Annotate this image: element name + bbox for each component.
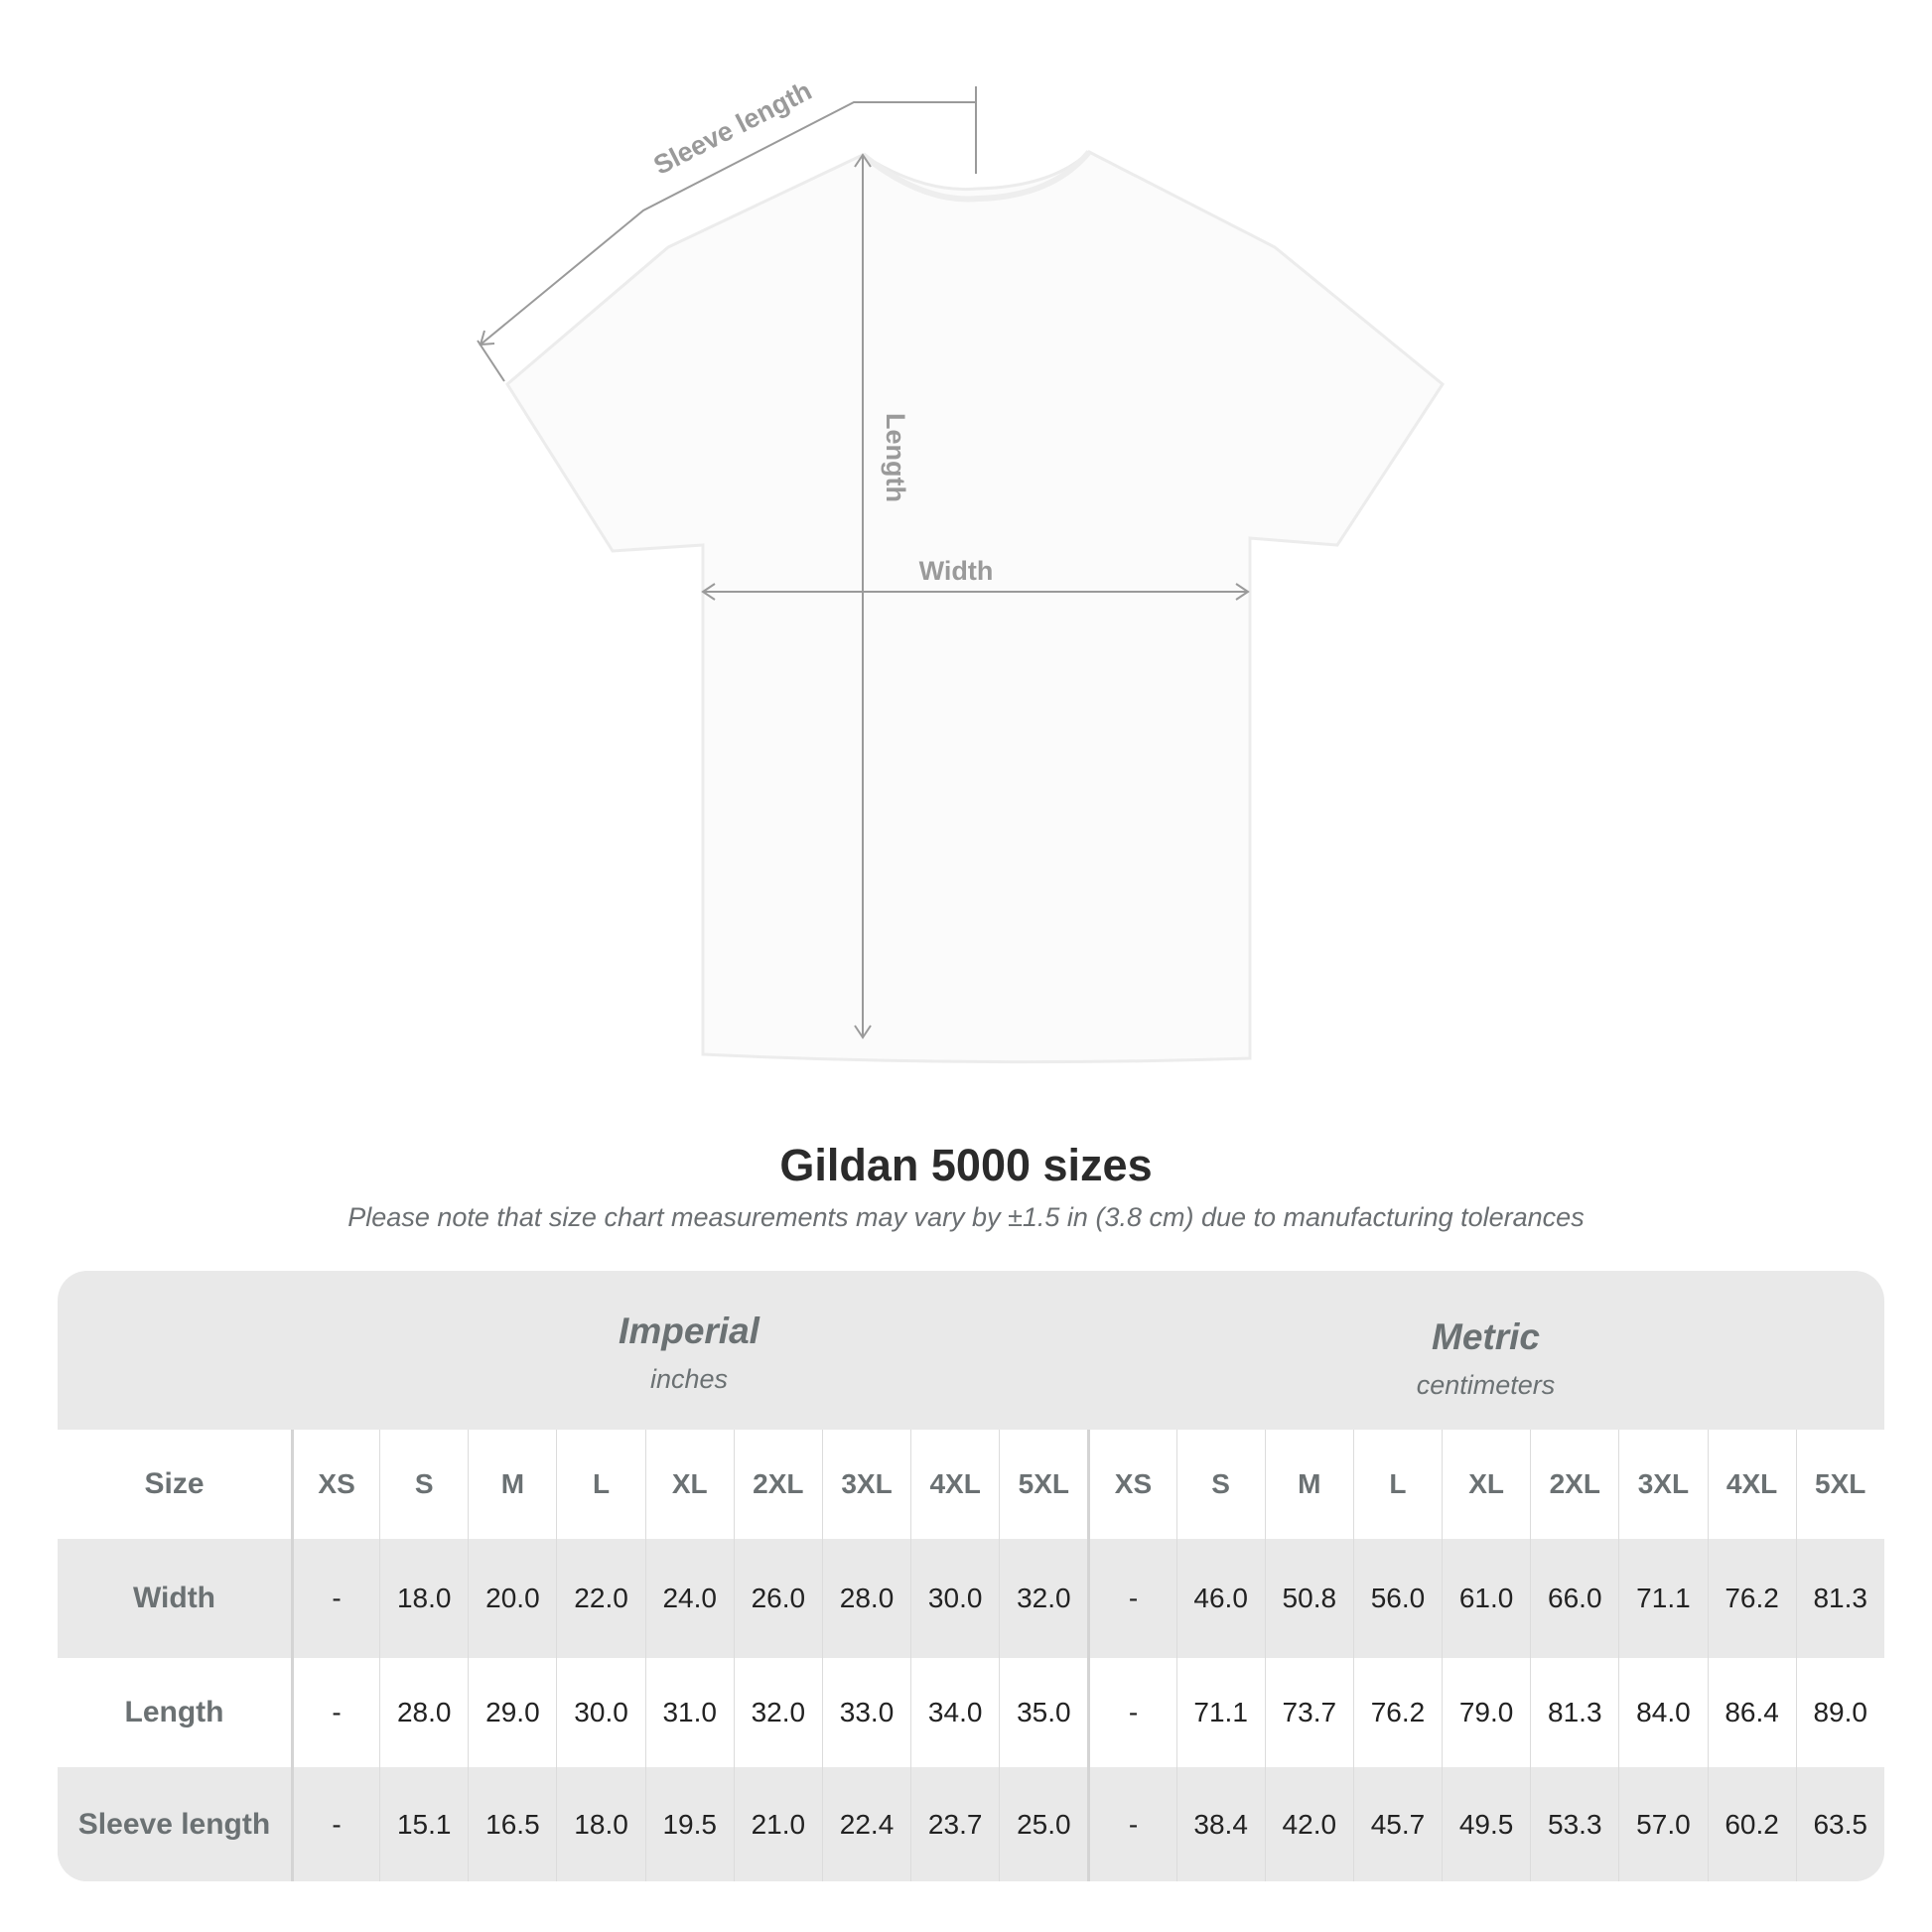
value-cell: 71.1 [1618,1539,1707,1658]
value-cell: 32.0 [733,1658,822,1767]
size-header-cell: S [379,1430,468,1539]
value-cell: 29.0 [468,1658,556,1767]
tshirt-diagram: Sleeve length Length Width [477,75,1445,1064]
value-cell: - [291,1539,379,1658]
value-cell: - [1087,1767,1175,1881]
value-cell: 15.1 [379,1767,468,1881]
value-cell: 18.0 [556,1767,644,1881]
metric-unit: centimeters [1416,1370,1556,1400]
value-cell: 38.4 [1175,1767,1265,1881]
size-header-cell: 3XL [821,1430,910,1539]
value-cell: 46.0 [1175,1539,1265,1658]
value-cell: 81.3 [1530,1658,1618,1767]
size-header-cell: 2XL [733,1430,822,1539]
value-cell: 32.0 [999,1539,1087,1658]
value-cell: 57.0 [1618,1767,1707,1881]
value-cell: 50.8 [1264,1539,1353,1658]
table-row: Width -18.0 20.0 22.0 24.0 26.0 28.0 30.0 32.0-4… [58,1539,1884,1658]
imperial-unit: inches [649,1364,729,1394]
value-cell: 89.0 [1795,1658,1884,1767]
value-cell: 30.0 [556,1658,644,1767]
value-cell: 60.2 [1707,1767,1796,1881]
size-header-cell: 5XL [1795,1430,1884,1539]
value-cell: 20.0 [468,1539,556,1658]
imperial-label: Imperial [619,1311,759,1351]
size-header-row: Size XS S M L XL 2XL 3XL 4XL 5XL XS S M L XL 2XL 3XL 4XL 5… [58,1430,1884,1539]
value-cell: 73.7 [1264,1658,1353,1767]
size-header-cell: M [1264,1430,1353,1539]
size-header-cell: 4XL [1707,1430,1796,1539]
value-cell: 42.0 [1264,1767,1353,1881]
size-header-cell: M [468,1430,556,1539]
value-cell: - [1087,1658,1175,1767]
row-label: Width [58,1539,291,1658]
measure-lines [477,86,1250,1039]
value-cell: 61.0 [1442,1539,1530,1658]
tshirt-outline [505,150,1445,1064]
row-label: Sleeve length [58,1767,291,1881]
value-cell: - [291,1767,379,1881]
size-header-cell: L [1352,1430,1442,1539]
value-cell: 18.0 [379,1539,468,1658]
value-cell: 84.0 [1618,1658,1707,1767]
value-cell: 21.0 [733,1767,822,1881]
value-cell: 66.0 [1530,1539,1618,1658]
size-header-cell: XS [291,1430,379,1539]
size-header-cell: 4XL [910,1430,999,1539]
table-row: Sleeve length -15.1 16.5 18.0 19.5 21.0 22.4 23… [58,1767,1884,1881]
row-label: Length [58,1658,291,1767]
value-cell: 53.3 [1530,1767,1618,1881]
value-cell: 76.2 [1352,1658,1442,1767]
value-cell: 34.0 [910,1658,999,1767]
value-cell: 76.2 [1707,1539,1796,1658]
value-cell: 26.0 [733,1539,822,1658]
size-header-cell: XS [1087,1430,1175,1539]
value-cell: 35.0 [999,1658,1087,1767]
value-cell: 23.7 [910,1767,999,1881]
value-cell: 28.0 [821,1539,910,1658]
size-header-cell: 5XL [999,1430,1087,1539]
value-cell: 79.0 [1442,1658,1530,1767]
chart-title: Gildan 5000 sizes [779,1140,1153,1190]
size-header-cell: XL [644,1430,734,1539]
value-cell: 28.0 [379,1658,468,1767]
size-table: Imperial inches Metric centimeters Size X… [58,1271,1884,1881]
sleeve-line [480,101,976,345]
width-label: Width [919,556,994,586]
metric-header: Metric centimeters [1087,1316,1884,1475]
value-cell: - [291,1658,379,1767]
value-cell: 31.0 [644,1658,734,1767]
value-cell: 22.0 [556,1539,644,1658]
value-cell: 22.4 [821,1767,910,1881]
value-cell: 24.0 [644,1539,734,1658]
value-cell: 16.5 [468,1767,556,1881]
metric-label: Metric [1432,1316,1540,1357]
size-header-cell: 3XL [1618,1430,1707,1539]
size-header-cell: 2XL [1530,1430,1618,1539]
value-cell: 45.7 [1352,1767,1442,1881]
length-label: Length [881,413,910,502]
value-cell: 63.5 [1795,1767,1884,1881]
imperial-header: Imperial inches [291,1311,1087,1469]
value-cell: 86.4 [1707,1658,1796,1767]
value-cell: 56.0 [1352,1539,1442,1658]
size-header-cell: L [556,1430,644,1539]
size-header-cell: S [1175,1430,1265,1539]
value-cell: 81.3 [1795,1539,1884,1658]
value-cell: 25.0 [999,1767,1087,1881]
value-cell: 19.5 [644,1767,734,1881]
value-cell: 49.5 [1442,1767,1530,1881]
row-label: Size [58,1430,291,1539]
value-cell: 71.1 [1175,1658,1265,1767]
size-header-cell: XL [1442,1430,1530,1539]
table-row: Length -28.0 29.0 30.0 31.0 32.0 33.0 34.0 35.0-… [58,1658,1884,1767]
value-cell: 33.0 [821,1658,910,1767]
tolerance-note: Please note that size chart measurements… [347,1202,1585,1232]
value-cell: 30.0 [910,1539,999,1658]
value-cell: - [1087,1539,1175,1658]
